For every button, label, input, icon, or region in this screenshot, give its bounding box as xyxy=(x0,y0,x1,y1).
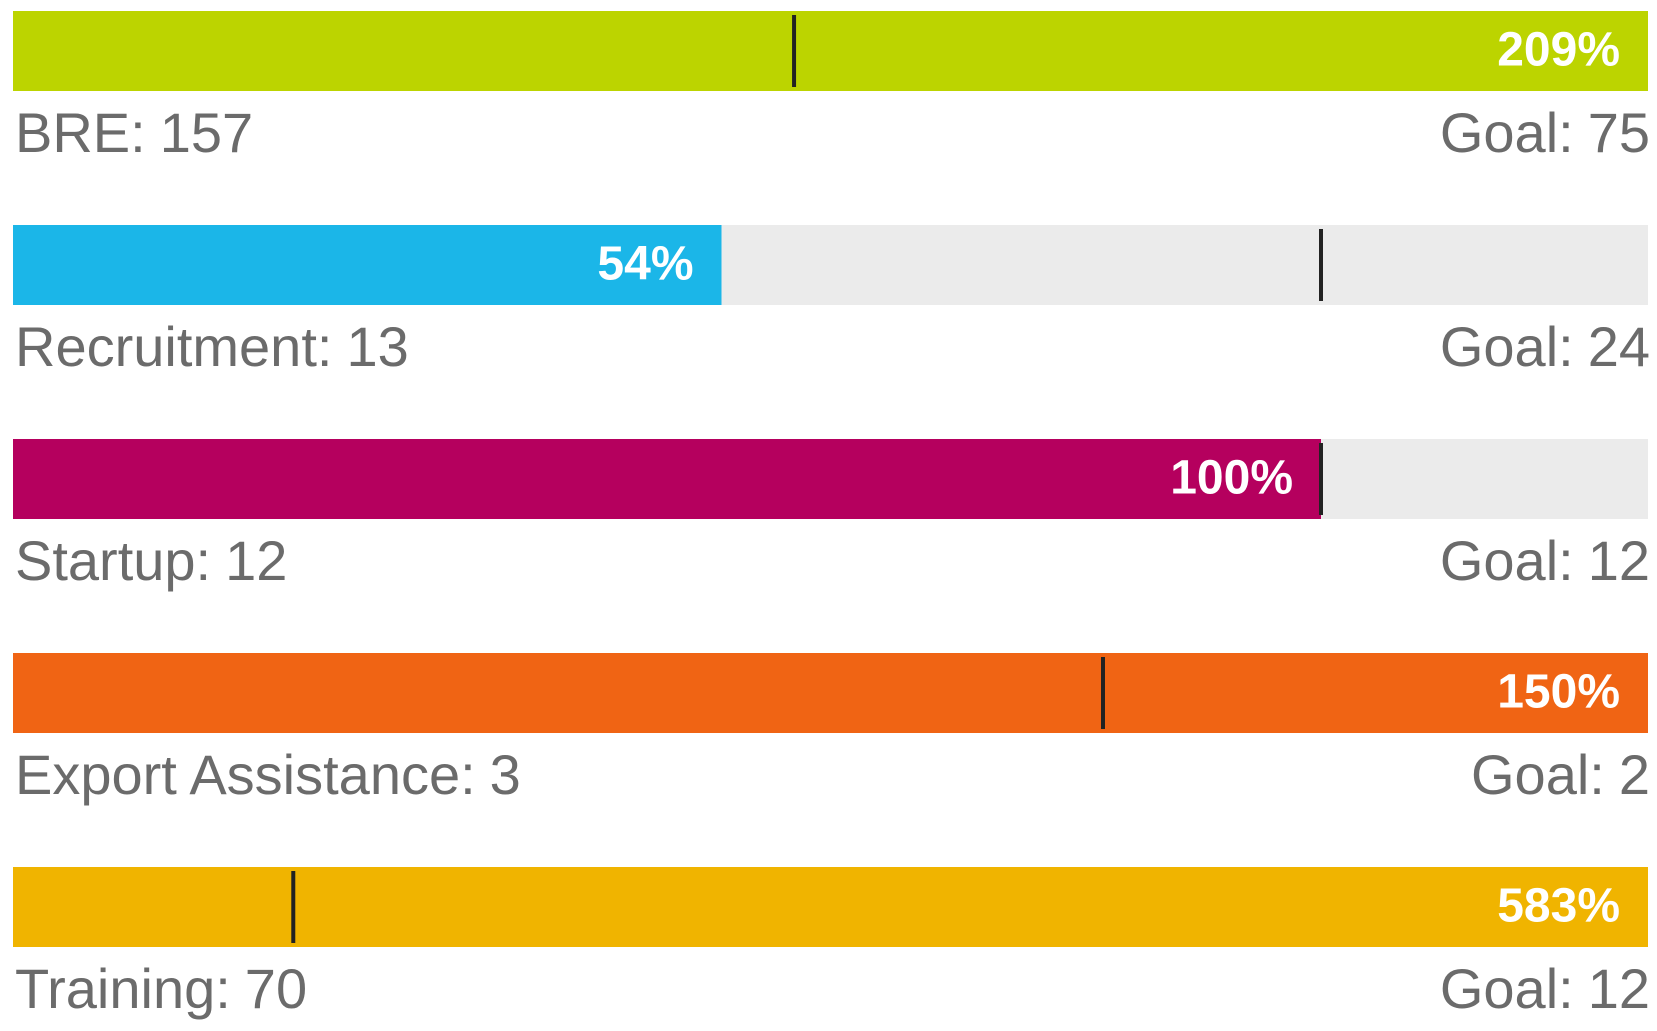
percent-label: 54% xyxy=(597,238,693,291)
goal-value: 24 xyxy=(1588,315,1650,378)
progress-fill xyxy=(13,653,1648,733)
category-name: Training: xyxy=(15,957,231,1020)
actual-label: Export Assistance: 3 xyxy=(15,743,521,806)
goal-label: Goal: 75 xyxy=(1440,101,1650,164)
actual-value: 12 xyxy=(225,529,287,592)
actual-value: 3 xyxy=(490,743,521,806)
category-name: Startup: xyxy=(15,529,211,592)
goal-caption: Goal: xyxy=(1440,957,1574,1020)
actual-value: 70 xyxy=(245,957,307,1020)
actual-label: Startup: 12 xyxy=(15,529,287,592)
goal-value: 75 xyxy=(1588,101,1650,164)
actual-label: Recruitment: 13 xyxy=(15,315,409,378)
goal-label: Goal: 12 xyxy=(1440,957,1650,1020)
goal-value: 12 xyxy=(1588,529,1650,592)
actual-label: Training: 70 xyxy=(15,957,307,1020)
goal-caption: Goal: xyxy=(1471,743,1605,806)
goal-row: 150% Export Assistance: 3 Goal: 2 xyxy=(13,653,1650,806)
category-name: BRE: xyxy=(15,101,146,164)
actual-value: 13 xyxy=(346,315,408,378)
progress-fill xyxy=(13,867,1648,947)
goal-caption: Goal: xyxy=(1440,529,1574,592)
progress-fill xyxy=(13,439,1321,519)
goal-caption: Goal: xyxy=(1440,315,1574,378)
percent-label: 209% xyxy=(1497,24,1620,77)
progress-fill xyxy=(13,11,1648,91)
category-name: Recruitment: xyxy=(15,315,332,378)
percent-label: 100% xyxy=(1170,452,1293,505)
goal-row: 583% Training: 70 Goal: 12 xyxy=(13,867,1650,1020)
percent-label: 150% xyxy=(1497,666,1620,719)
progress-fill xyxy=(13,225,722,305)
goal-value: 12 xyxy=(1588,957,1650,1020)
goal-label: Goal: 12 xyxy=(1440,529,1650,592)
goal-row: 100%Startup: 12 Goal: 12 xyxy=(13,439,1650,592)
goal-caption: Goal: xyxy=(1440,101,1574,164)
actual-value: 157 xyxy=(160,101,253,164)
category-name: Export Assistance: xyxy=(15,743,476,806)
percent-label: 583% xyxy=(1497,880,1620,933)
goal-row: 54% Recruitment: 13 Goal: 24 xyxy=(13,225,1650,378)
goal-row: 209% BRE: 157 Goal: 75 xyxy=(13,11,1650,164)
goal-label: Goal: 2 xyxy=(1471,743,1650,806)
goal-label: Goal: 24 xyxy=(1440,315,1650,378)
actual-label: BRE: 157 xyxy=(15,101,253,164)
goal-value: 2 xyxy=(1619,743,1650,806)
